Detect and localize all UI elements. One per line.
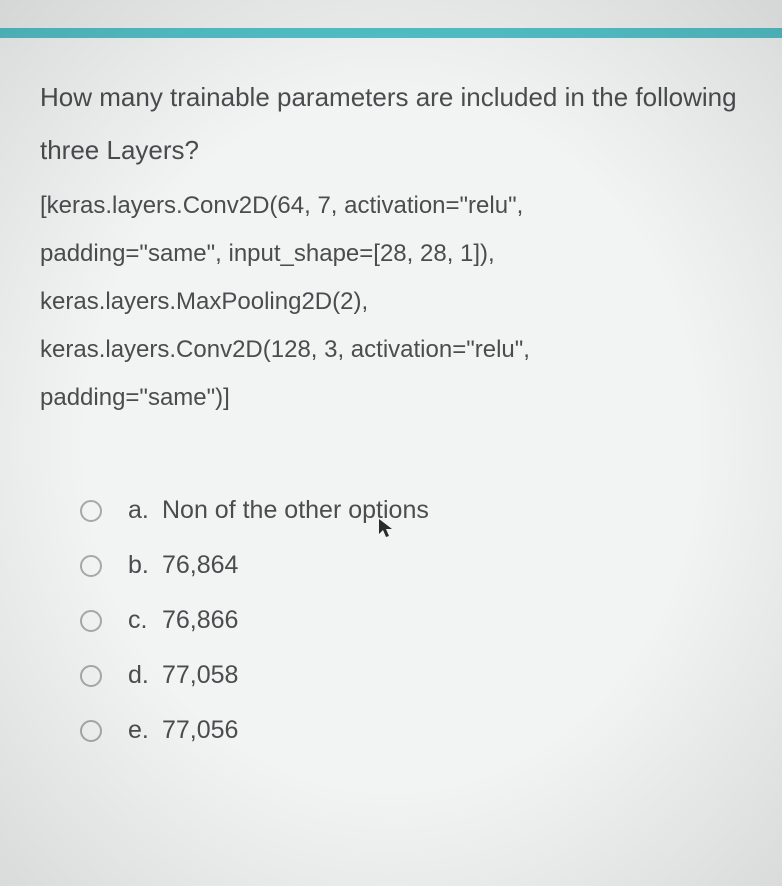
question-line-2: three Layers?	[40, 131, 754, 170]
answer-letter: d.	[128, 661, 162, 690]
answer-option-c[interactable]: c. 76,866	[80, 606, 754, 635]
answer-letter: e.	[128, 716, 162, 745]
code-line-3: keras.layers.MaxPooling2D(2),	[40, 284, 754, 320]
answer-letter: b.	[128, 551, 162, 580]
answer-list: a. Non of the other options b. 76,864 c.…	[40, 496, 754, 745]
question-card: How many trainable parameters are includ…	[0, 38, 782, 886]
code-line-4: keras.layers.Conv2D(128, 3, activation="…	[40, 332, 754, 368]
code-line-5: padding="same")]	[40, 380, 754, 416]
answer-option-b[interactable]: b. 76,864	[80, 551, 754, 580]
question-line-1: How many trainable parameters are includ…	[40, 78, 754, 117]
top-accent-bar	[0, 28, 782, 38]
radio-icon[interactable]	[80, 500, 102, 522]
answer-option-e[interactable]: e. 77,056	[80, 716, 754, 745]
answer-text: Non of the other options	[162, 496, 429, 525]
radio-icon[interactable]	[80, 720, 102, 742]
code-line-1: [keras.layers.Conv2D(64, 7, activation="…	[40, 188, 754, 224]
answer-text: 76,864	[162, 551, 238, 580]
answer-text: 77,058	[162, 661, 238, 690]
question-text: How many trainable parameters are includ…	[40, 78, 754, 170]
answer-letter: a.	[128, 496, 162, 525]
answer-letter: c.	[128, 606, 162, 635]
code-line-2: padding="same", input_shape=[28, 28, 1])…	[40, 236, 754, 272]
code-block: [keras.layers.Conv2D(64, 7, activation="…	[40, 188, 754, 416]
radio-icon[interactable]	[80, 555, 102, 577]
answer-option-d[interactable]: d. 77,058	[80, 661, 754, 690]
radio-icon[interactable]	[80, 665, 102, 687]
answer-text: 77,056	[162, 716, 238, 745]
answer-option-a[interactable]: a. Non of the other options	[80, 496, 754, 525]
answer-text: 76,866	[162, 606, 238, 635]
radio-icon[interactable]	[80, 610, 102, 632]
quiz-page: How many trainable parameters are includ…	[0, 0, 782, 886]
